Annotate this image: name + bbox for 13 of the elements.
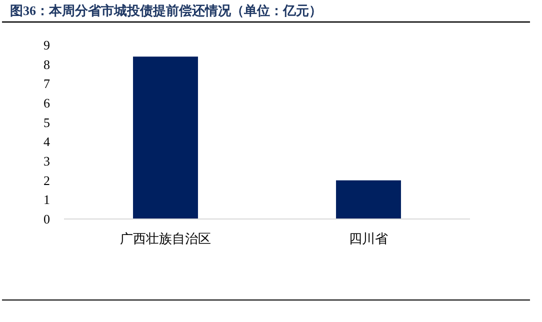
y-tick-label: 0 [44, 212, 50, 226]
y-tick-label: 4 [44, 134, 50, 150]
y-tick-label: 7 [44, 76, 50, 92]
x-tick-label: 四川省 [349, 231, 388, 246]
y-tick-label: 2 [44, 172, 50, 188]
y-tick-label: 8 [44, 56, 50, 72]
chart-title: 图36：本周分省市城投债提前偿还情况（单位：亿元） [10, 3, 322, 18]
y-tick-label: 5 [44, 114, 50, 130]
y-tick-label: 1 [44, 192, 50, 208]
y-tick-label: 3 [44, 154, 50, 168]
y-tick-label: 6 [44, 96, 50, 110]
y-tick-label: 9 [44, 38, 50, 52]
x-tick-label: 广西壮族自治区 [120, 231, 211, 246]
